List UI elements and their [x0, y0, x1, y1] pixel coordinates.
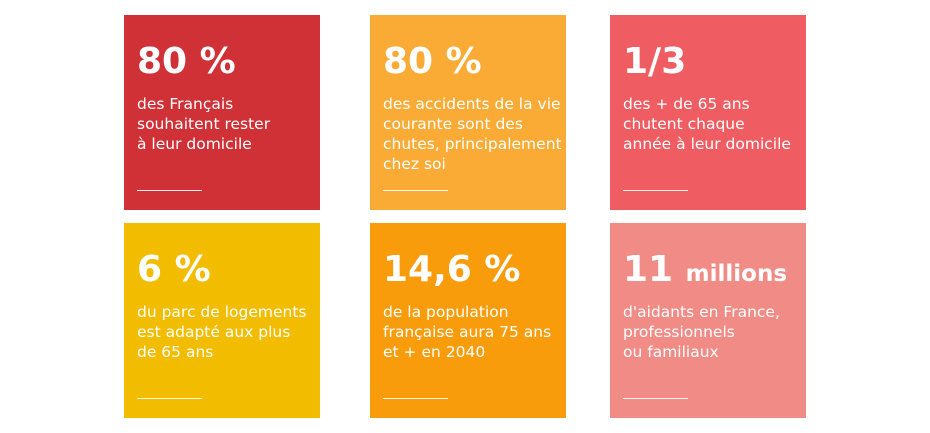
divider	[383, 398, 448, 399]
divider	[137, 190, 202, 191]
stat-value: 80 %	[137, 41, 236, 82]
stat-description: des Français souhaitent rester à leur do…	[137, 95, 271, 153]
divider	[137, 398, 202, 399]
stat-card-accidents-falls: 80 % des accidents de la vie courante so…	[370, 15, 566, 210]
stat-card-over-65-fall: 1/3 des + de 65 ans chutent chaque année…	[610, 15, 806, 210]
stat-value: 1/3	[623, 41, 687, 82]
stat-description: de la population française aura 75 ans e…	[383, 303, 552, 361]
stat-description: des + de 65 ans chutent chaque année à l…	[623, 95, 791, 153]
stat-card-housing-adapted: 6 % du parc de logements est adapté aux …	[124, 223, 320, 418]
stat-card-population-75: 14,6 % de la population française aura 7…	[370, 223, 566, 418]
divider	[383, 190, 448, 191]
stat-card-caregivers: 11 millions d'aidants en France, profess…	[610, 223, 806, 418]
stat-value: 14,6 %	[383, 249, 521, 290]
stat-value: 11 millions	[623, 249, 788, 290]
stat-description: des accidents de la vie courante sont de…	[383, 95, 562, 173]
stat-description: du parc de logements est adapté aux plus…	[137, 303, 307, 361]
stat-description: d'aidants en France, professionnels ou f…	[623, 303, 780, 361]
divider	[623, 398, 688, 399]
stat-card-french-stay-home: 80 % des Français souhaitent rester à le…	[124, 15, 320, 210]
stat-value: 6 %	[137, 249, 211, 290]
stat-value: 80 %	[383, 41, 482, 82]
divider	[623, 190, 688, 191]
